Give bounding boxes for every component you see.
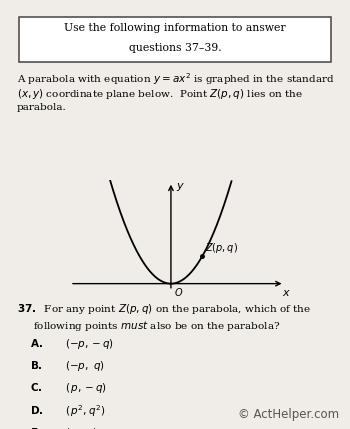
Text: $(\,q,\ p)$: $(\,q,\ p)$: [65, 426, 97, 429]
Text: Use the following information to answer: Use the following information to answer: [64, 23, 286, 33]
Text: $\mathbf{D.}$: $\mathbf{D.}$: [30, 404, 43, 416]
Text: $(-p,-q)$: $(-p,-q)$: [65, 337, 114, 351]
Text: following points $\mathit{must}$ also be on the parabola?: following points $\mathit{must}$ also be…: [33, 319, 281, 333]
Text: $x$: $x$: [281, 287, 290, 298]
Text: questions 37–39.: questions 37–39.: [129, 43, 221, 53]
Text: $(\,p^2, q^2)$: $(\,p^2, q^2)$: [65, 404, 105, 420]
FancyBboxPatch shape: [19, 17, 331, 62]
Text: parabola.: parabola.: [17, 103, 66, 112]
Text: $\mathbf{A.}$: $\mathbf{A.}$: [30, 337, 43, 349]
Text: $\mathbf{C.}$: $\mathbf{C.}$: [30, 381, 42, 393]
Text: $(x,y)$ coordinate plane below.  Point $Z(p,q)$ lies on the: $(x,y)$ coordinate plane below. Point $Z…: [17, 87, 303, 101]
Text: $\mathbf{E.}$: $\mathbf{E.}$: [30, 426, 42, 429]
Text: $Z(p,q)$: $Z(p,q)$: [205, 241, 238, 255]
Text: $\mathbf{37.}$  For any point $Z(p,q)$ on the parabola, which of the: $\mathbf{37.}$ For any point $Z(p,q)$ on…: [17, 302, 311, 317]
Text: $y$: $y$: [176, 181, 185, 193]
Text: $\mathbf{B.}$: $\mathbf{B.}$: [30, 359, 43, 371]
Text: © ActHelper.com: © ActHelper.com: [238, 408, 340, 421]
Text: $O$: $O$: [174, 286, 184, 298]
Text: $(\,p,-q)$: $(\,p,-q)$: [65, 381, 107, 396]
Text: $(-p,\ q)$: $(-p,\ q)$: [65, 359, 104, 373]
Text: A parabola with equation $y = ax^2$ is graphed in the standard: A parabola with equation $y = ax^2$ is g…: [17, 71, 334, 87]
